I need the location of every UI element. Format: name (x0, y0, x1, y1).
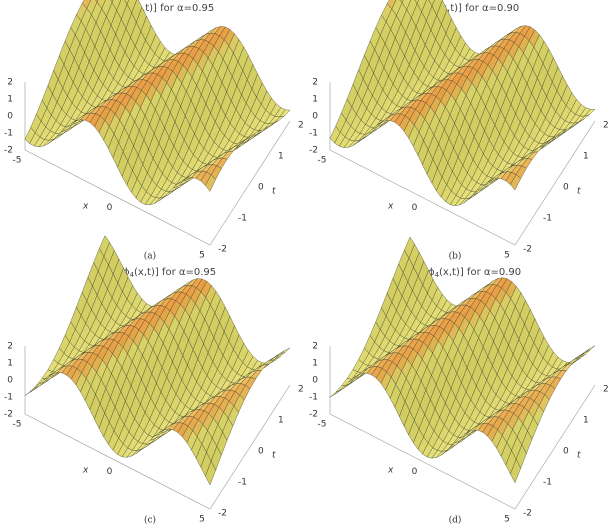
t-axis-label: t (577, 451, 581, 461)
t-tick-label: 0 (258, 447, 264, 457)
t-tick-label: 1 (583, 152, 589, 162)
axis-line (514, 384, 596, 510)
z-tick-label: 0 (7, 376, 13, 386)
x-tick-label: 5 (504, 251, 510, 261)
x-tick-label: 5 (504, 515, 510, 525)
axis-line (24, 149, 211, 246)
z-tick-label: -2 (309, 146, 318, 156)
t-tick-label: 0 (563, 183, 569, 193)
caption: (c) (144, 515, 156, 526)
surface-patch (510, 174, 521, 191)
t-tick-label: 0 (563, 447, 569, 457)
title-text: (x,t)] for α=0.90 (439, 267, 521, 278)
title-sub: 4 (130, 271, 135, 279)
t-tick-label: 2 (298, 385, 304, 395)
panel: Imag[ϕ4(x,t)] for α=0.95(c)210-1-2-50521… (4, 235, 304, 526)
z-tick-label: -1 (309, 393, 318, 403)
t-tick-label: 1 (278, 152, 284, 162)
t-tick-label: -2 (523, 245, 532, 255)
z-tick-label: -2 (4, 146, 13, 156)
t-tick-label: -1 (238, 478, 247, 488)
surface-patch (279, 347, 291, 355)
panel: Real[ϕ4(x,t)] for α=0.90(b)210-1-2-50521… (309, 0, 609, 262)
t-tick-label: -2 (218, 245, 227, 255)
z-tick-label: 2 (312, 342, 318, 352)
z-tick-label: -2 (4, 410, 13, 420)
axis-line (209, 120, 291, 246)
z-tick-label: 1 (312, 359, 318, 369)
t-axis-label: t (577, 187, 581, 197)
z-tick-label: 0 (312, 376, 318, 386)
z-tick-label: 1 (7, 359, 13, 369)
t-axis-label: t (272, 451, 276, 461)
caption: (d) (449, 515, 462, 526)
z-tick-label: 1 (7, 95, 13, 105)
axis-line (329, 149, 516, 246)
z-tick-label: 0 (7, 112, 13, 122)
x-axis-label: x (387, 202, 394, 212)
title-text: (x,t)] for α=0.95 (134, 267, 216, 278)
x-tick-label: 5 (199, 251, 205, 261)
x-axis-label: x (387, 466, 394, 476)
z-tick-label: 2 (312, 78, 318, 88)
surface-patch (205, 460, 216, 486)
x-tick-label: -5 (318, 156, 327, 166)
panel: Imag[ϕ4(x,t)] for α=0.90(d)210-1-2-50521… (309, 236, 609, 526)
x-axis-label: x (82, 466, 89, 476)
surface-patch (584, 345, 596, 353)
t-tick-label: 2 (298, 121, 304, 131)
t-tick-label: 2 (603, 121, 609, 131)
axis-line (24, 413, 211, 510)
z-tick-label: 2 (7, 78, 13, 88)
title-text: (x,t)] for α=0.95 (132, 3, 214, 14)
surface-patch (205, 174, 216, 192)
t-tick-label: -2 (218, 509, 227, 519)
x-tick-label: 0 (412, 467, 418, 477)
surface-patch (29, 385, 41, 393)
x-tick-label: 5 (199, 515, 205, 525)
title-sub: 4 (435, 271, 440, 279)
surface-patch (579, 349, 591, 358)
x-tick-label: -5 (13, 420, 22, 430)
z-tick-label: -1 (4, 129, 13, 139)
t-tick-label: 1 (583, 416, 589, 426)
z-tick-label: 0 (312, 112, 318, 122)
z-tick-label: -1 (4, 393, 13, 403)
z-tick-label: 2 (7, 342, 13, 352)
t-tick-label: -1 (543, 214, 552, 224)
t-tick-label: -1 (238, 214, 247, 224)
t-axis-label: t (272, 187, 276, 197)
surface-patch (510, 458, 521, 484)
t-tick-label: -2 (523, 509, 532, 519)
t-tick-label: 0 (258, 183, 264, 193)
caption: (b) (449, 251, 462, 262)
axis-line (209, 384, 291, 510)
t-tick-label: 2 (603, 385, 609, 395)
axis-line (514, 120, 596, 246)
z-tick-label: 1 (312, 95, 318, 105)
x-tick-label: 0 (412, 203, 418, 213)
x-tick-label: -5 (13, 156, 22, 166)
title-text: (x,t)] for α=0.90 (437, 3, 519, 14)
x-axis-label: x (82, 202, 89, 212)
t-tick-label: 1 (278, 416, 284, 426)
caption: (a) (144, 251, 156, 262)
axis-line (329, 413, 516, 510)
z-tick-label: -2 (309, 410, 318, 420)
z-tick-label: -1 (309, 129, 318, 139)
t-tick-label: -1 (543, 478, 552, 488)
x-tick-label: 0 (107, 203, 113, 213)
x-tick-label: -5 (318, 420, 327, 430)
panel: Real[ϕ4(x,t)] for α=0.95(a)210-1-2-50521… (4, 0, 304, 262)
x-tick-label: 0 (107, 467, 113, 477)
